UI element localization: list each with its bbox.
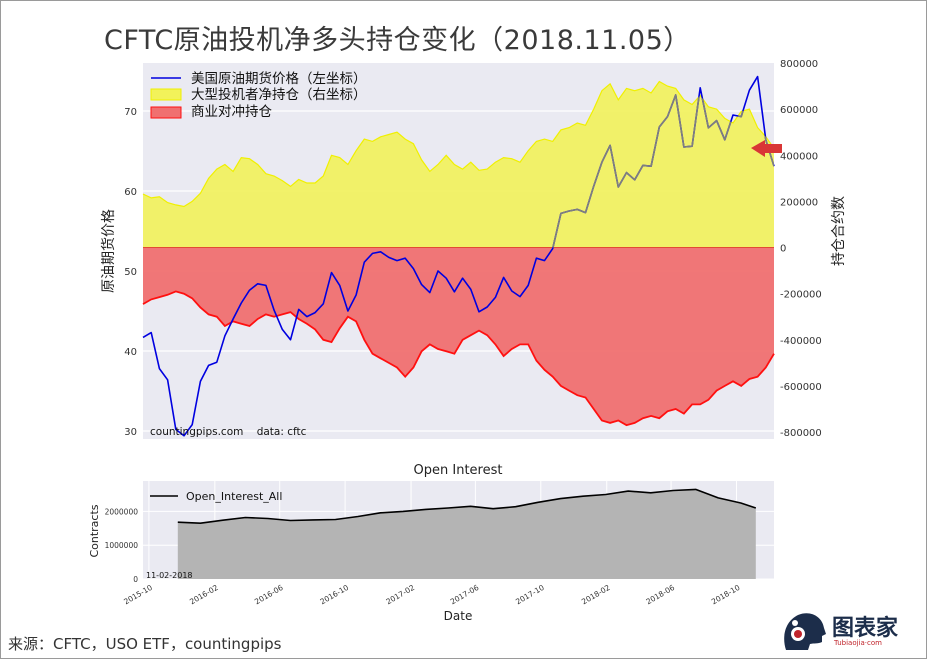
legend-price-label: 美国原油期货价格（左坐标） bbox=[191, 70, 367, 87]
left-tick-label: 50 bbox=[124, 267, 137, 278]
oi-area bbox=[177, 488, 757, 579]
head-logo-icon bbox=[784, 613, 826, 650]
left-tick-label: 40 bbox=[124, 347, 137, 358]
oi-x-tick-label: 2017-10 bbox=[514, 583, 546, 607]
crude-price-line-overlap bbox=[143, 81, 774, 248]
oi-x-tick-label: 2018-02 bbox=[580, 583, 612, 607]
oi-x-tick-label: 2016-06 bbox=[253, 583, 285, 607]
right-tick-label: 400000 bbox=[780, 151, 818, 162]
right-tick-label: 200000 bbox=[780, 197, 818, 208]
open-interest-area bbox=[177, 489, 756, 579]
right-tick-label: -800000 bbox=[780, 428, 822, 439]
open-interest-chart: Open Interest 0 1000000 2000000 2015-10 2016… bbox=[88, 463, 774, 623]
main-lines bbox=[142, 75, 775, 437]
legend-commercial-swatch bbox=[150, 106, 182, 119]
oi-y-tick-label: 0 bbox=[133, 575, 138, 584]
left-axis-label: 原油期货价格 bbox=[100, 209, 117, 293]
main-ticks: 30 40 50 60 70 800000 600000 400000 200000 0 -2000… bbox=[124, 59, 822, 439]
left-tick-label: 70 bbox=[124, 107, 137, 118]
latest-pointer-arrow bbox=[751, 140, 782, 157]
main-areas bbox=[142, 80, 775, 427]
main-chart: 30 40 50 60 70 800000 600000 400000 200000 0 -2000… bbox=[100, 59, 847, 439]
oi-x-tick-label: 2016-02 bbox=[188, 583, 220, 607]
logo-subtext: Tubiaojia·com bbox=[834, 639, 882, 647]
legend-net-long-swatch bbox=[150, 88, 182, 101]
watermark-annotation: countingpips.com data: cftc bbox=[150, 426, 307, 438]
right-tick-label: -400000 bbox=[780, 336, 822, 347]
commercial-hedge-edge bbox=[142, 290, 775, 427]
source-note: 来源：CFTC，USO ETF，countingpips bbox=[8, 635, 282, 653]
page-title: CFTC原油投机净多头持仓变化（2018.11.05） bbox=[104, 25, 691, 56]
oi-x-tick-label: 2017-02 bbox=[384, 583, 416, 607]
oi-x-tick-label: 2017-06 bbox=[449, 583, 481, 607]
right-tick-label: 800000 bbox=[780, 59, 818, 70]
left-tick-label: 60 bbox=[124, 187, 137, 198]
commercial-hedge-area bbox=[143, 247, 774, 426]
oi-y-tick-label: 1000000 bbox=[105, 541, 139, 550]
brand-logo: 图表家 Tubiaojia·com bbox=[778, 608, 918, 652]
speculator-net-long-edge bbox=[142, 80, 775, 208]
oi-legend: Open_Interest_All bbox=[150, 490, 282, 503]
oi-y-axis-label: Contracts bbox=[88, 504, 101, 557]
oi-date-annotation: 11-02-2018 bbox=[146, 571, 193, 580]
logo-text: 图表家 bbox=[832, 616, 899, 641]
legend-commercial-label: 商业对冲持仓 bbox=[191, 104, 272, 120]
oi-y-tick-label: 2000000 bbox=[105, 507, 139, 516]
left-tick-label: 30 bbox=[124, 427, 137, 438]
oi-x-tick-label: 2018-10 bbox=[710, 583, 742, 607]
oi-x-tick-label: 2015-10 bbox=[122, 583, 154, 607]
legend-net-long-label: 大型投机者净持仓（右坐标） bbox=[191, 87, 367, 103]
right-axis-label: 持仓合约数 bbox=[831, 196, 847, 266]
right-tick-label: 600000 bbox=[780, 105, 818, 116]
oi-x-tick-label: 2018-06 bbox=[644, 583, 676, 607]
speculator-net-long-area bbox=[143, 81, 774, 248]
oi-x-tick-label: 2016-10 bbox=[318, 583, 350, 607]
oi-legend-label: Open_Interest_All bbox=[186, 490, 282, 503]
right-tick-label: -600000 bbox=[780, 382, 822, 393]
right-tick-label: 0 bbox=[780, 244, 786, 255]
open-interest-title: Open Interest bbox=[414, 463, 503, 478]
right-tick-label: -200000 bbox=[780, 290, 822, 301]
oi-x-axis-label: Date bbox=[444, 609, 473, 623]
main-legend: 美国原油期货价格（左坐标）大型投机者净持仓（右坐标）商业对冲持仓 bbox=[150, 70, 367, 120]
open-interest-line bbox=[177, 488, 757, 524]
